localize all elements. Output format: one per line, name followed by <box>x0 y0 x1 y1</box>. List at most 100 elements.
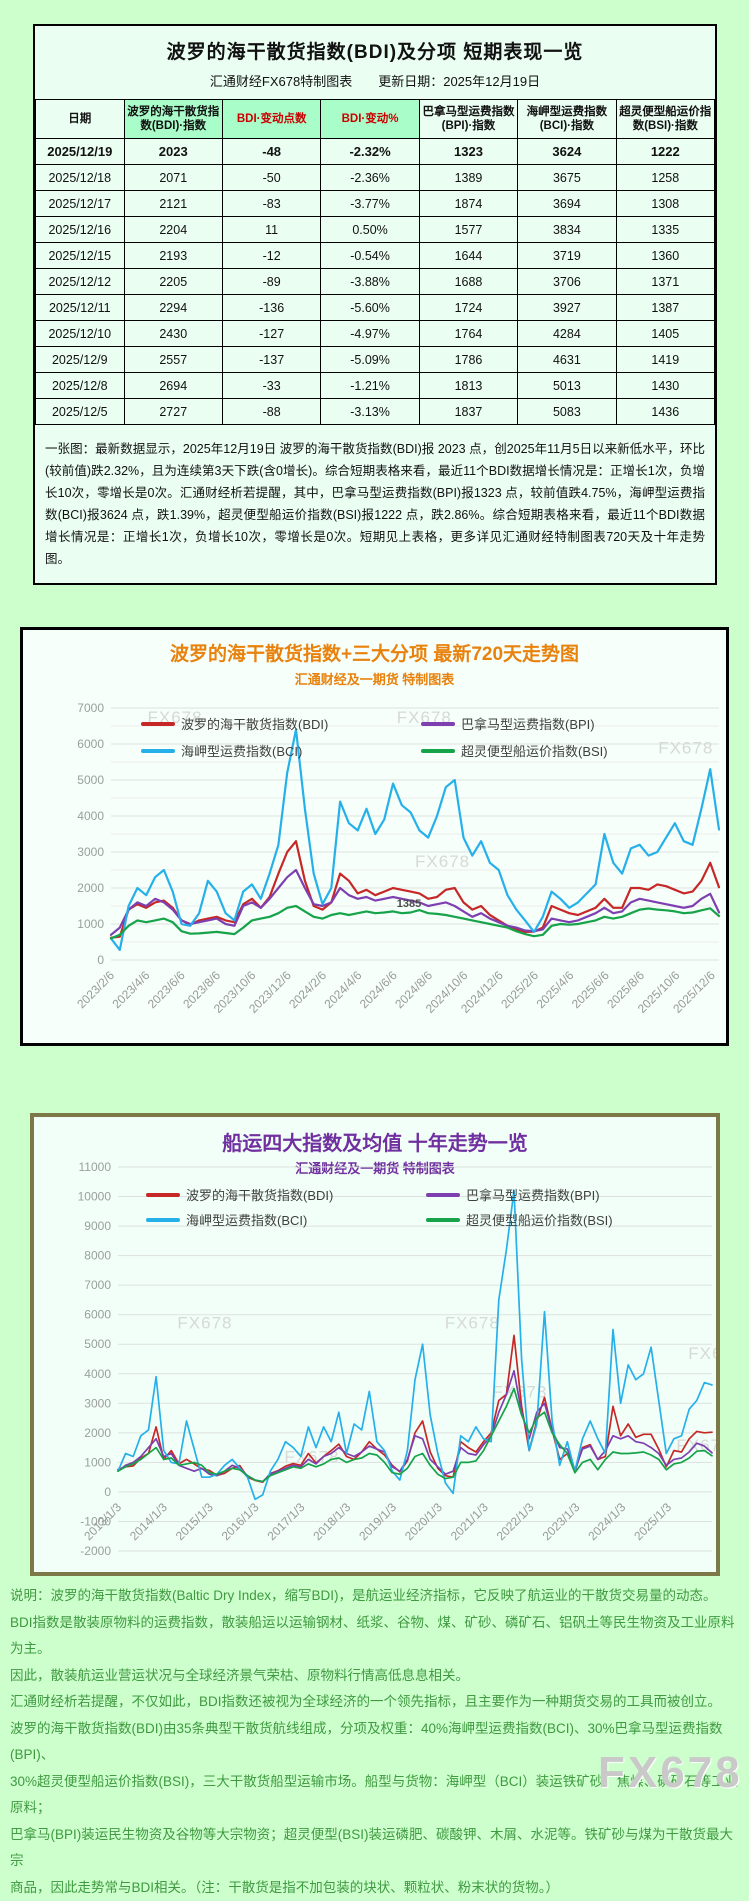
description-line-8: 商品，因此走势常与BDI相关。（注：干散货是指不加包装的块状、颗粒状、粉末状的货… <box>10 1875 742 1901</box>
legend-line-swatch-BSI <box>421 749 455 753</box>
cell: 1837 <box>419 399 517 425</box>
cell: -1.21% <box>321 373 419 399</box>
description-line-7: 巴拿马(BPI)装运民生物资及谷物等大宗物资；超灵便型(BSI)装运磷肥、碳酸钾… <box>10 1822 742 1875</box>
chart-watermark: FX678 <box>415 852 470 871</box>
cell: -5.09% <box>321 347 419 373</box>
y-tick-label: 2000 <box>84 1426 111 1440</box>
cell: 2121 <box>124 191 222 217</box>
cell: -127 <box>222 321 320 347</box>
cell: 1360 <box>616 243 714 269</box>
cell: -83 <box>222 191 320 217</box>
cell: 2025/12/8 <box>36 373 125 399</box>
legend-item-BSI: 超灵便型船运价指数(BSI) <box>421 741 608 760</box>
cell: 1389 <box>419 165 517 191</box>
y-tick-label: 0 <box>97 953 104 967</box>
cell: 1786 <box>419 347 517 373</box>
column-header-2: BDI·变动点数 <box>222 100 320 139</box>
y-tick-label: 0 <box>104 1485 111 1499</box>
cell: 3624 <box>518 139 616 165</box>
chart-watermark: FX678 <box>688 1344 716 1363</box>
cell: 1222 <box>616 139 714 165</box>
y-tick-label: 5000 <box>77 773 104 787</box>
cell: 2025/12/10 <box>36 321 125 347</box>
fx678-watermark: FX678 <box>598 1748 743 1798</box>
cell: 2204 <box>124 217 222 243</box>
cell: 5083 <box>518 399 616 425</box>
cell: -136 <box>222 295 320 321</box>
series-line-BDI <box>118 1335 712 1482</box>
column-header-4: 巴拿马型运费指数(BPI)·指数 <box>419 100 517 139</box>
cell: -12 <box>222 243 320 269</box>
y-tick-label: 8000 <box>84 1249 111 1263</box>
cell: -0.54% <box>321 243 419 269</box>
description-line-2: BDI指数是散装原物料的运费指数，散装船运以运输钢材、纸浆、谷物、煤、矿砂、磷矿… <box>10 1610 742 1663</box>
legend-item-BSI: 超灵便型船运价指数(BSI) <box>426 1210 613 1229</box>
legend-label-BPI: 巴拿马型运费指数(BPI) <box>466 1185 600 1204</box>
y-tick-label: 4000 <box>84 1367 111 1381</box>
y-tick-label: 3000 <box>77 845 104 859</box>
legend-label-BSI: 超灵便型船运价指数(BSI) <box>466 1210 613 1229</box>
description-line-3: 因此，散装航运业营运状况与全球经济景气荣枯、原物料行情高低息息相关。 <box>10 1663 742 1690</box>
y-tick-label: -2000 <box>80 1544 111 1558</box>
chart-watermark: FX678 <box>177 1313 232 1332</box>
column-header-5: 海岬型运费指数(BCI)·指数 <box>518 100 616 139</box>
cell: -48 <box>222 139 320 165</box>
page: { "page": { "watermark": "FX678", "backg… <box>0 0 749 1825</box>
cell: 2025/12/17 <box>36 191 125 217</box>
chart-720day-panel: 波罗的海干散货指数+三大分项 最新720天走势图 汇通财经及一期货 特制图表 0… <box>20 627 729 1046</box>
x-tick-label: 2023/4/6 <box>110 968 153 1011</box>
cell: 2025/12/9 <box>36 347 125 373</box>
cell: 1724 <box>419 295 517 321</box>
cell: 2294 <box>124 295 222 321</box>
cell: 2023 <box>124 139 222 165</box>
x-tick-label: 2023/6/6 <box>145 968 188 1011</box>
cell: -33 <box>222 373 320 399</box>
legend-line-swatch-BCI <box>146 1218 180 1222</box>
cell: 3706 <box>518 269 616 295</box>
legend-label-BPI: 巴拿马型运费指数(BPI) <box>461 714 595 733</box>
cell: 1813 <box>419 373 517 399</box>
bdi-table-panel: 波罗的海干散货指数(BDI)及分项 短期表现一览 汇通财经FX678特制图表 更… <box>33 24 717 585</box>
legend-label-BSI: 超灵便型船运价指数(BSI) <box>461 741 608 760</box>
cell: 0.50% <box>321 217 419 243</box>
cell: 1335 <box>616 217 714 243</box>
series-line-BCI <box>111 730 719 950</box>
cell: 2025/12/16 <box>36 217 125 243</box>
legend-line-swatch-BPI <box>421 722 455 726</box>
legend-line-swatch-BPI <box>426 1193 460 1197</box>
y-tick-label: 1000 <box>84 1455 111 1469</box>
chart-watermark: FX678 <box>445 1313 500 1332</box>
y-tick-label: 1000 <box>77 917 104 931</box>
cell: 4631 <box>518 347 616 373</box>
cell: -3.77% <box>321 191 419 217</box>
cell: 2025/12/18 <box>36 165 125 191</box>
cell: 3927 <box>518 295 616 321</box>
description-line-1: 说明：波罗的海干散货指数(Baltic Dry Index，缩写BDI)，是航运… <box>10 1583 742 1610</box>
x-tick-label: 2025/4/6 <box>534 968 577 1011</box>
x-tick-label: 2024/4/6 <box>322 968 365 1011</box>
data-label-annotation: 1385 <box>397 898 421 910</box>
cell: 5013 <box>518 373 616 399</box>
y-tick-label: 6000 <box>77 737 104 751</box>
legend-label-BDI: 波罗的海干散货指数(BDI) <box>186 1185 333 1204</box>
description-line-4: 汇通财经析若提醒，不仅如此，BDI指数还被视为全球经济的一个领先指标，且主要作为… <box>10 1689 742 1716</box>
cell: 11 <box>222 217 320 243</box>
cell: 3719 <box>518 243 616 269</box>
cell: -5.60% <box>321 295 419 321</box>
legend-label-BDI: 波罗的海干散货指数(BDI) <box>181 714 328 733</box>
cell: 2025/12/12 <box>36 269 125 295</box>
cell: 2071 <box>124 165 222 191</box>
legend-item-BCI: 海岬型运费指数(BCI) <box>141 741 302 760</box>
x-tick-label: 2025/6/6 <box>569 968 612 1011</box>
cell: 2557 <box>124 347 222 373</box>
